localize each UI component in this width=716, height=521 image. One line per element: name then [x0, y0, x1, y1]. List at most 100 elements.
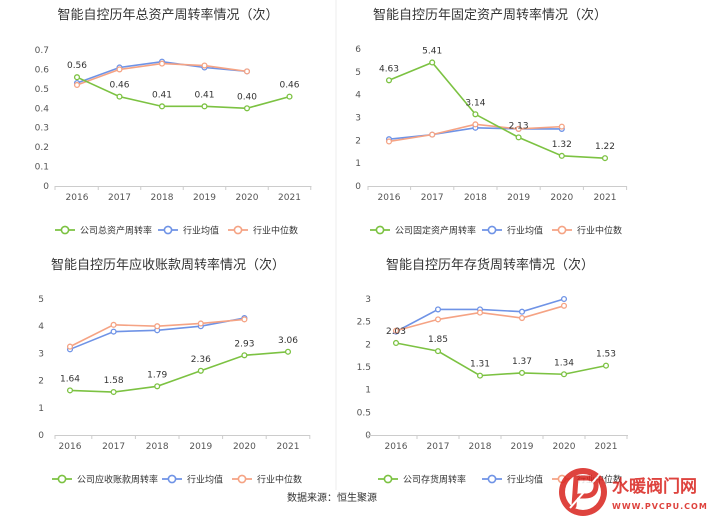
data-label: 0.41 — [152, 90, 172, 100]
y-tick-label: 1.5 — [357, 363, 371, 373]
legend-marker-company — [57, 474, 67, 484]
x-tick-label: 2018 — [146, 442, 169, 452]
data-point-company — [154, 383, 161, 390]
x-tick-label: 2019 — [511, 442, 534, 452]
chart-2: 智能自控历年固定资产周转率情况（次） 0 1 2 3 4 5 6 2016 2017 2018 201… — [355, 7, 628, 237]
data-point-median — [472, 121, 479, 128]
data-label: 2.13 — [509, 121, 529, 131]
data-point-median — [66, 343, 74, 350]
data-point-mean — [110, 328, 117, 335]
data-point-company — [560, 371, 568, 378]
x-tick-label: 2017 — [421, 193, 444, 203]
y-tick-label: 3 — [355, 114, 361, 124]
data-source-footer: 数据来源：恒生聚源 — [287, 491, 377, 504]
y-tick-label: 3 — [365, 295, 371, 305]
y-tick-label: 4 — [355, 91, 361, 101]
legend-label: 行业均值 — [187, 474, 223, 486]
data-point-company — [429, 59, 436, 66]
data-point-company — [116, 93, 123, 100]
x-tick-label: 2020 — [236, 193, 259, 203]
data-label: 0.46 — [109, 81, 129, 91]
data-point-median — [392, 327, 400, 334]
y-tick-label: 0.7 — [35, 46, 49, 56]
y-tick-label: 0.5 — [357, 408, 371, 418]
legend-marker-company — [375, 225, 385, 235]
x-tick-label: 2016 — [385, 442, 408, 452]
data-point-company — [286, 93, 293, 100]
y-tick-label: 6 — [355, 45, 361, 55]
legend-item-median: 行业中位数 — [232, 474, 302, 486]
y-tick-label: 0.5 — [35, 85, 49, 95]
data-point-company — [385, 77, 393, 84]
data-point-median — [197, 320, 204, 327]
legend-item-mean: 行业均值 — [482, 225, 543, 237]
data-label: 5.41 — [422, 46, 442, 56]
y-tick-label: 5 — [355, 68, 361, 78]
data-point-company — [558, 152, 565, 159]
data-point-median — [73, 81, 81, 89]
x-tick-label: 2019 — [193, 193, 216, 203]
watermark-logo: 水暖阀门网 WWW.PVCPU.COM — [559, 468, 708, 516]
y-tick-label: 0 — [38, 431, 44, 441]
x-tick-label: 2018 — [464, 193, 487, 203]
legend-marker-company — [383, 474, 393, 484]
data-point-company — [602, 362, 610, 369]
data-point-median — [116, 66, 123, 73]
watermark-url: WWW.PVCPU.COM — [612, 502, 708, 511]
data-label: 0.41 — [194, 90, 214, 100]
y-tick-label: 0 — [355, 182, 361, 192]
x-tick-label: 2017 — [427, 442, 450, 452]
data-point-median — [110, 321, 117, 328]
chart-title: 智能自控历年应收账款周转率情况（次） — [51, 257, 285, 273]
pv-logo-icon — [559, 468, 607, 516]
data-label: 1.79 — [147, 370, 167, 380]
y-tick-label: 2 — [365, 340, 371, 350]
data-label: 0.40 — [237, 92, 257, 102]
x-tick-label: 2020 — [233, 442, 256, 452]
series-median — [385, 121, 565, 145]
chart-title: 智能自控历年总资产周转率情况（次） — [57, 7, 278, 23]
legend-item-median: 行业中位数 — [228, 225, 298, 237]
series-median — [73, 60, 251, 89]
data-label: 2.03 — [386, 327, 406, 337]
data-label: 1.31 — [470, 360, 490, 370]
x-tick-label: 2017 — [102, 442, 125, 452]
y-tick-label: 0.6 — [35, 65, 50, 75]
data-label: 2.36 — [191, 355, 211, 365]
series-company: 1.64 1.58 1.79 2.36 2.93 3.06 — [60, 336, 298, 396]
data-label: 1.85 — [428, 335, 448, 345]
data-point-company — [201, 103, 208, 110]
legend-label: 行业中位数 — [577, 225, 622, 237]
y-tick-label: 1 — [365, 386, 371, 396]
data-point-median — [560, 302, 568, 309]
series-company: 4.63 5.41 3.14 2.13 1.32 1.22 — [379, 46, 615, 162]
data-point-mean — [518, 308, 526, 315]
data-point-median — [201, 62, 208, 69]
y-tick-label: 5 — [38, 295, 44, 305]
data-label: 3.14 — [465, 98, 485, 108]
x-tick-label: 2021 — [278, 193, 301, 203]
data-point-median — [518, 314, 526, 322]
chart-3: 智能自控历年应收账款周转率情况（次） 0 1 2 3 4 5 2016 2017 2018 2019… — [38, 257, 311, 486]
legend-item-company: 公司总资产周转率 — [55, 225, 152, 237]
y-tick-label: 0.1 — [35, 163, 49, 173]
data-label: 1.58 — [104, 376, 124, 386]
data-point-company — [243, 105, 251, 112]
data-point-median — [434, 316, 442, 323]
legend-label: 行业均值 — [183, 225, 219, 237]
legend-label: 公司存货周转率 — [403, 474, 466, 486]
y-tick-label: 1 — [355, 159, 361, 169]
data-point-company — [197, 367, 204, 374]
legend-item-median: 行业中位数 — [552, 225, 622, 237]
y-tick-label: 4 — [38, 322, 44, 332]
data-point-company — [158, 103, 166, 110]
y-tick-label: 0.2 — [35, 143, 49, 153]
chart-1: 智能自控历年总资产周转率情况（次） 0 0.1 0.2 0.3 0.4 0.5 0.6 0.7 2… — [35, 7, 312, 237]
legend-label: 行业均值 — [507, 474, 543, 486]
data-point-company — [476, 372, 484, 379]
data-label: 1.22 — [595, 142, 615, 152]
data-point-company — [66, 387, 74, 394]
legend-label: 公司固定资产周转率 — [395, 225, 476, 237]
data-point-median — [558, 123, 565, 130]
data-point-company — [601, 155, 609, 162]
